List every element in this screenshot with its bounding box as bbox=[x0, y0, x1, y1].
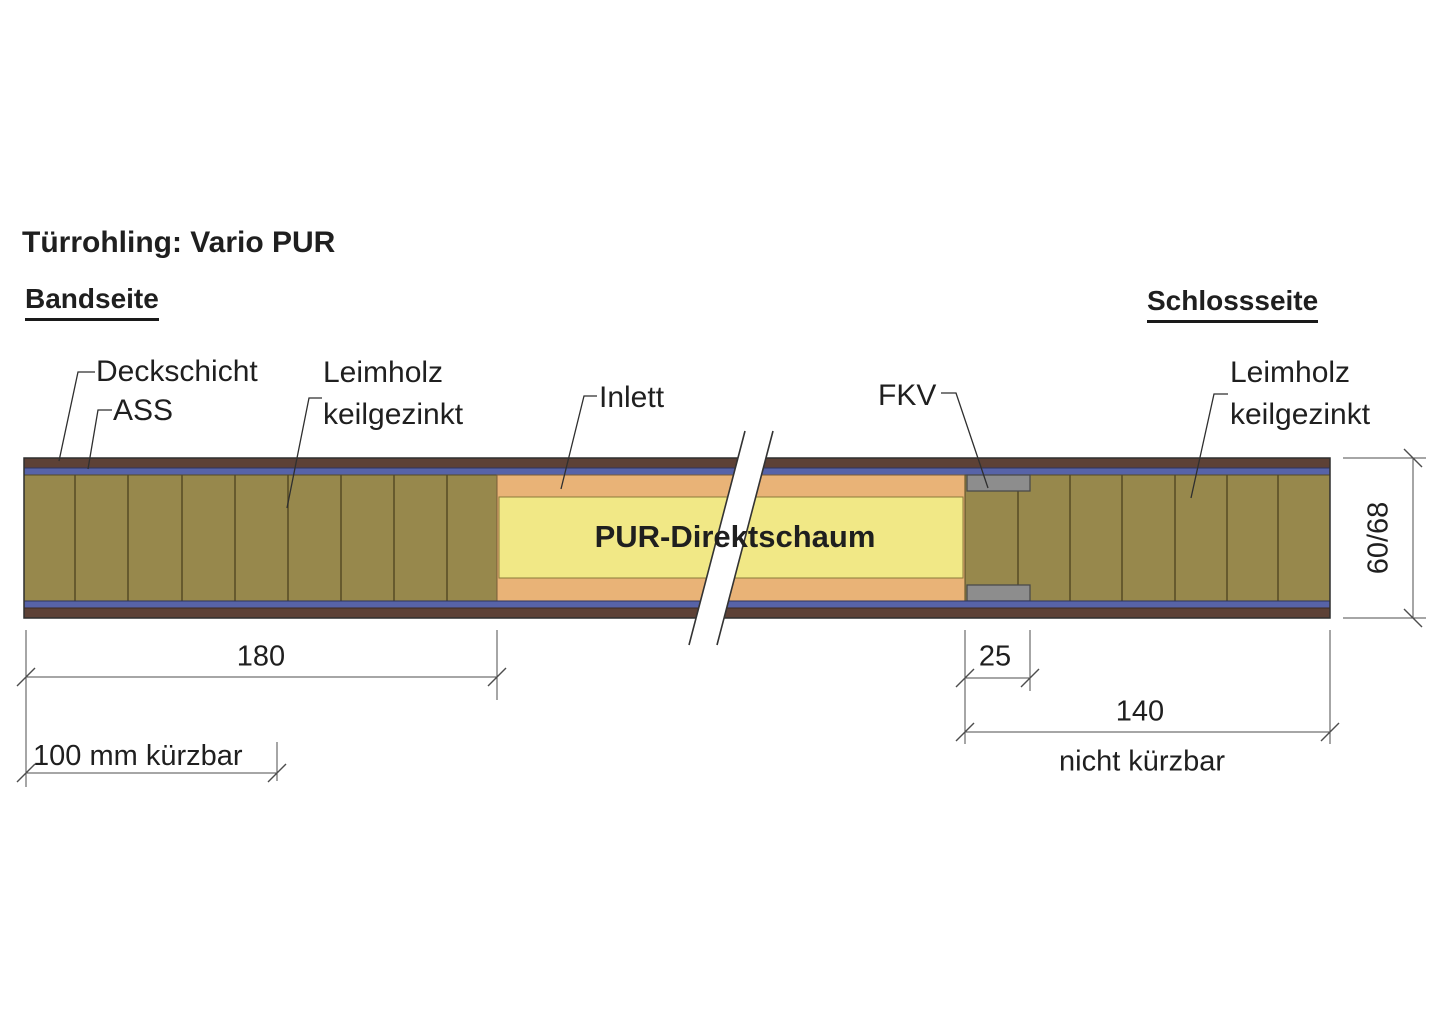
leader-deckschicht bbox=[58, 371, 95, 462]
label-leimholz-right-line1: Leimholz bbox=[1230, 356, 1351, 389]
layer-ass-top bbox=[23, 467, 1331, 476]
dimension-60-68: 60/68 bbox=[1362, 501, 1395, 575]
dimension-note-nicht-kuerzbar: nicht kürzbar bbox=[1058, 745, 1226, 778]
leader-ass bbox=[87, 409, 112, 470]
layer-fkv-top bbox=[966, 474, 1031, 492]
heading-hinge-side: Bandseite bbox=[25, 283, 159, 321]
dimension-180: 180 bbox=[236, 640, 286, 673]
break-band bbox=[689, 431, 773, 645]
leader-inlett bbox=[560, 395, 597, 490]
label-fkv: FKV bbox=[878, 379, 937, 412]
layer-leimholz-left bbox=[23, 474, 498, 602]
wood-joints-right bbox=[1017, 475, 1279, 601]
label-inlett: Inlett bbox=[599, 381, 665, 414]
dimension-140: 140 bbox=[1115, 695, 1165, 728]
section-break bbox=[688, 430, 774, 646]
leader-leimholz-left bbox=[286, 397, 322, 509]
door-outline bbox=[23, 457, 1331, 619]
dimension-lines bbox=[25, 457, 1426, 787]
label-leimholz-left-line2: keilgezinkt bbox=[323, 398, 464, 431]
label-pur-direktschaum: PUR-Direktschaum bbox=[594, 519, 876, 554]
layer-deckschicht-bottom bbox=[23, 607, 1331, 619]
label-leimholz-left: Leimholz keilgezinkt bbox=[323, 352, 463, 436]
dimension-ticks bbox=[16, 448, 1423, 783]
label-leimholz-right-line2: keilgezinkt bbox=[1230, 398, 1371, 431]
break-line-right bbox=[716, 430, 774, 646]
leader-fkv bbox=[941, 392, 989, 489]
label-leimholz-left-line1: Leimholz bbox=[323, 356, 444, 389]
page-title: Türrohling: Vario PUR bbox=[22, 226, 336, 259]
leader-lines bbox=[58, 371, 1228, 509]
layer-deckschicht-top bbox=[23, 457, 1331, 469]
break-line-left bbox=[688, 430, 746, 646]
heading-lock-side: Schlossseite bbox=[1147, 285, 1319, 323]
wood-joints-left bbox=[74, 475, 448, 601]
dimension-note-kuerzbar: 100 mm kürzbar bbox=[33, 740, 243, 772]
layer-leimholz-right bbox=[964, 474, 1331, 602]
layer-fkv-bottom bbox=[966, 584, 1031, 602]
leader-leimholz-right bbox=[1190, 393, 1228, 499]
layer-ass-bottom bbox=[23, 600, 1331, 609]
label-deckschicht: Deckschicht bbox=[96, 355, 258, 388]
label-leimholz-right: Leimholz keilgezinkt bbox=[1230, 352, 1370, 436]
dimension-25: 25 bbox=[978, 640, 1012, 673]
label-ass: ASS bbox=[113, 394, 174, 427]
